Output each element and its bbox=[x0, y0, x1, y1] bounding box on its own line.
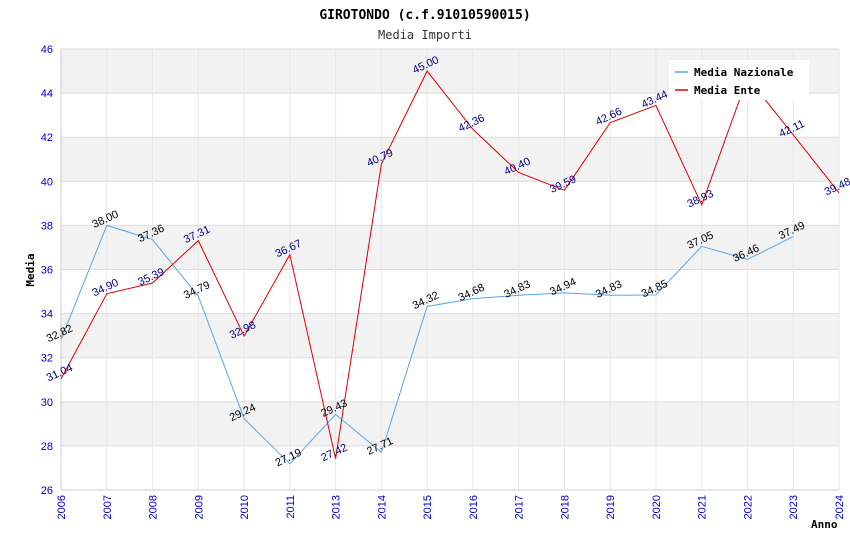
x-tick-label: 2006 bbox=[56, 495, 68, 519]
x-tick-label: 2018 bbox=[559, 495, 571, 519]
x-axis-label: Anno bbox=[811, 518, 838, 531]
x-tick-label: 2022 bbox=[742, 495, 754, 519]
x-tick-label: 2007 bbox=[102, 495, 114, 519]
x-tick-label: 2020 bbox=[651, 495, 663, 519]
plot-band bbox=[61, 137, 839, 182]
plot-band bbox=[61, 181, 839, 226]
x-tick-label: 2021 bbox=[697, 495, 709, 519]
plot-band bbox=[61, 445, 839, 490]
plot-band bbox=[61, 269, 839, 314]
legend-label: Media Ente bbox=[694, 84, 761, 97]
x-tick-label: 2011 bbox=[285, 495, 297, 519]
x-tick-label: 2010 bbox=[239, 495, 251, 519]
plot-band bbox=[61, 357, 839, 402]
y-tick-label: 36 bbox=[41, 265, 53, 277]
y-tick-label: 38 bbox=[41, 220, 53, 232]
x-tick-label: 2015 bbox=[422, 495, 434, 519]
chart-title: GIROTONDO (c.f.91010590015) bbox=[319, 8, 530, 23]
y-tick-label: 42 bbox=[41, 132, 53, 144]
x-tick-label: 2014 bbox=[376, 495, 388, 519]
x-tick-label: 2008 bbox=[148, 495, 160, 519]
y-tick-label: 32 bbox=[41, 353, 53, 365]
legend-label: Media Nazionale bbox=[694, 66, 794, 79]
y-tick-label: 30 bbox=[41, 397, 53, 409]
legend-box bbox=[669, 60, 809, 100]
x-tick-label: 2013 bbox=[331, 495, 343, 519]
x-tick-label: 2019 bbox=[605, 495, 617, 519]
y-tick-label: 34 bbox=[41, 309, 53, 321]
x-tick-label: 2016 bbox=[468, 495, 480, 519]
x-tick-label: 2017 bbox=[514, 495, 526, 519]
x-tick-label: 2024 bbox=[834, 495, 846, 519]
y-axis-label: Media bbox=[24, 253, 37, 286]
series-line-media-ente bbox=[60, 70, 840, 459]
x-tick-label: 2009 bbox=[193, 495, 205, 519]
y-tick-label: 28 bbox=[41, 441, 53, 453]
x-tick-label: 2023 bbox=[788, 495, 800, 519]
y-tick-label: 40 bbox=[41, 176, 53, 188]
y-tick-label: 26 bbox=[41, 485, 53, 497]
plot-band bbox=[61, 401, 839, 446]
plot-band bbox=[61, 313, 839, 358]
legend: Media Nazionale Media Ente bbox=[669, 60, 809, 100]
y-tick-label: 46 bbox=[41, 44, 53, 56]
series-line-media-nazionale bbox=[60, 224, 794, 465]
plot-band bbox=[61, 225, 839, 270]
y-tick-label: 44 bbox=[41, 88, 53, 100]
chart-subtitle: Media Importi bbox=[378, 28, 472, 42]
